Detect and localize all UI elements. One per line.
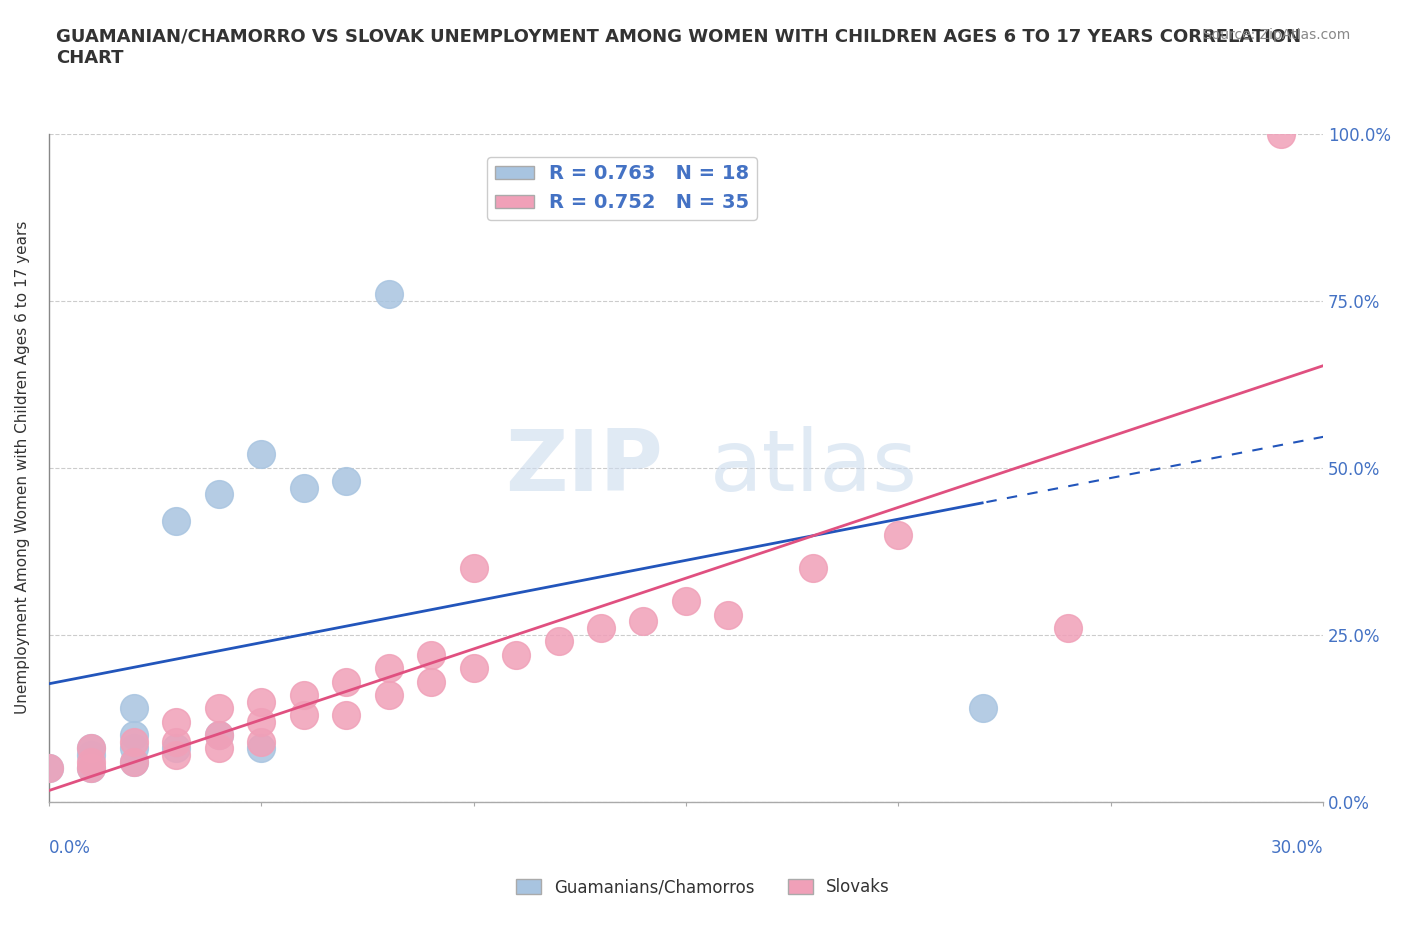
Legend: R = 0.763   N = 18, R = 0.752   N = 35: R = 0.763 N = 18, R = 0.752 N = 35 [486,156,758,220]
Point [250,694,273,709]
Text: Source: ZipAtlas.com: Source: ZipAtlas.com [1202,28,1350,42]
Point [335,708,357,723]
Point [80,761,103,776]
Point [122,735,145,750]
Point [420,674,443,689]
Point [377,660,399,675]
Y-axis label: Unemployment Among Women with Children Ages 6 to 17 years: Unemployment Among Women with Children A… [15,221,30,714]
Point [292,708,315,723]
Point [122,754,145,769]
Point [292,480,315,495]
Point [463,561,485,576]
Point [80,741,103,756]
Text: ZIP: ZIP [505,426,662,510]
Point [122,727,145,742]
Legend: Guamanians/Chamorros, Slovaks: Guamanians/Chamorros, Slovaks [509,871,897,903]
Point [80,741,103,756]
Point [165,714,187,729]
Point [420,647,443,662]
Point [589,620,612,635]
Point [80,754,103,769]
Point [887,527,910,542]
Point [122,741,145,756]
Point [803,561,825,576]
Point [208,727,231,742]
Point [463,660,485,675]
Point [292,687,315,702]
Point [250,714,273,729]
Point [335,473,357,488]
Point [208,701,231,716]
Text: 0.0%: 0.0% [49,839,90,857]
Point [972,701,994,716]
Point [675,594,697,609]
Point [80,761,103,776]
Point [250,741,273,756]
Point [165,735,187,750]
Text: atlas: atlas [710,426,917,510]
Point [335,674,357,689]
Point [505,647,527,662]
Point [250,447,273,462]
Point [377,286,399,301]
Point [717,607,740,622]
Point [122,754,145,769]
Point [1057,620,1080,635]
Point [165,513,187,528]
Point [1270,126,1292,141]
Point [208,727,231,742]
Text: GUAMANIAN/CHAMORRO VS SLOVAK UNEMPLOYMENT AMONG WOMEN WITH CHILDREN AGES 6 TO 17: GUAMANIAN/CHAMORRO VS SLOVAK UNEMPLOYMEN… [56,28,1302,67]
Point [208,487,231,502]
Point [122,701,145,716]
Point [633,614,655,629]
Point [38,761,60,776]
Point [80,748,103,763]
Text: 30.0%: 30.0% [1271,839,1323,857]
Point [165,741,187,756]
Point [38,761,60,776]
Point [208,741,231,756]
Point [377,687,399,702]
Point [547,634,569,649]
Point [165,748,187,763]
Point [250,735,273,750]
